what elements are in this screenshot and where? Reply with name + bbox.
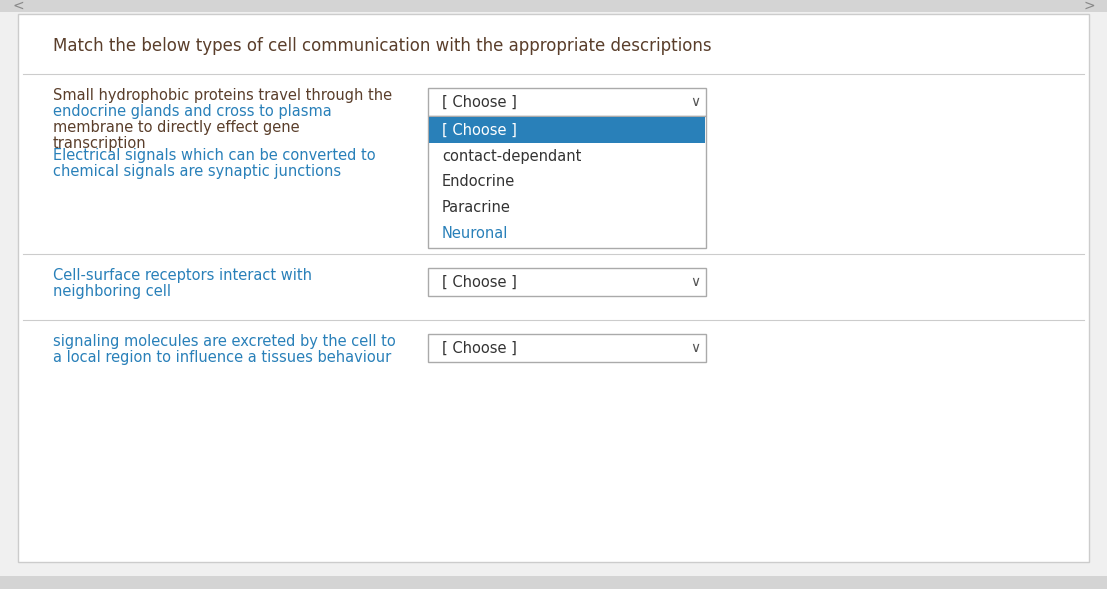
Text: Cell-surface receptors interact with: Cell-surface receptors interact with (53, 268, 312, 283)
FancyBboxPatch shape (18, 14, 1089, 562)
FancyBboxPatch shape (428, 334, 706, 362)
Text: ∨: ∨ (690, 275, 700, 289)
Text: [ Choose ]: [ Choose ] (442, 274, 517, 290)
Text: transcription: transcription (53, 136, 146, 151)
Text: Paracrine: Paracrine (442, 200, 510, 216)
Text: Small hydrophobic proteins travel through the: Small hydrophobic proteins travel throug… (53, 88, 392, 103)
Text: [ Choose ]: [ Choose ] (442, 94, 517, 110)
FancyBboxPatch shape (0, 0, 1107, 12)
Text: <: < (12, 0, 24, 13)
Text: endocrine glands and cross to plasma: endocrine glands and cross to plasma (53, 104, 332, 119)
FancyBboxPatch shape (428, 88, 706, 116)
Text: Match the below types of cell communication with the appropriate descriptions: Match the below types of cell communicat… (53, 37, 712, 55)
Text: ∨: ∨ (690, 341, 700, 355)
Text: [ Choose ]: [ Choose ] (442, 340, 517, 356)
Text: a local region to influence a tissues behaviour: a local region to influence a tissues be… (53, 350, 391, 365)
FancyBboxPatch shape (430, 117, 705, 143)
Text: [ Choose ]: [ Choose ] (442, 123, 517, 137)
Text: contact-dependant: contact-dependant (442, 148, 581, 164)
FancyBboxPatch shape (0, 576, 1107, 589)
Text: chemical signals are synaptic junctions: chemical signals are synaptic junctions (53, 164, 341, 179)
Text: signaling molecules are excreted by the cell to: signaling molecules are excreted by the … (53, 334, 395, 349)
FancyBboxPatch shape (428, 268, 706, 296)
Text: membrane to directly effect gene: membrane to directly effect gene (53, 120, 300, 135)
Text: ∨: ∨ (690, 95, 700, 109)
Text: >: > (1083, 0, 1095, 13)
FancyBboxPatch shape (428, 116, 706, 248)
Text: Electrical signals which can be converted to: Electrical signals which can be converte… (53, 148, 375, 163)
Text: Neuronal: Neuronal (442, 227, 508, 241)
Text: neighboring cell: neighboring cell (53, 284, 170, 299)
Text: Endocrine: Endocrine (442, 174, 515, 190)
